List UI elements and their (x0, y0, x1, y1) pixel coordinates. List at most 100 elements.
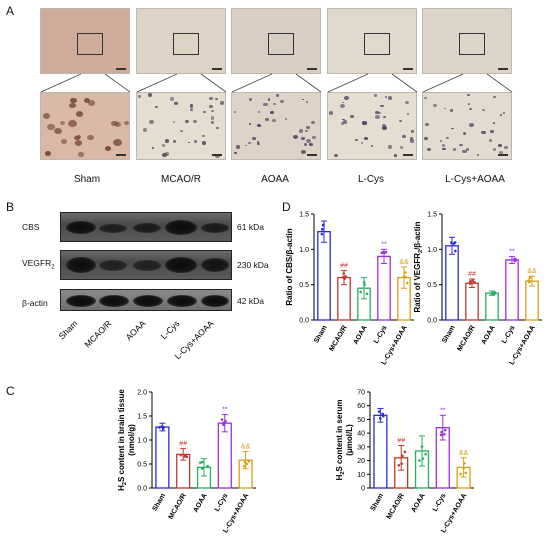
blot-label-cbs: CBS (22, 222, 40, 232)
data-point (400, 462, 403, 465)
x-tick-label: L-Cys (214, 492, 230, 512)
data-point (322, 223, 325, 227)
data-point (528, 276, 532, 280)
significance-mark: ## (397, 437, 405, 444)
y-tick-label: 2.0 (137, 390, 147, 397)
data-point (222, 423, 225, 427)
y-tick-label: 30 (357, 444, 365, 451)
data-point (403, 275, 407, 279)
data-point (183, 455, 187, 458)
data-point (471, 279, 474, 282)
data-point (418, 459, 421, 462)
data-point (365, 292, 369, 296)
bar-aoaa (485, 292, 499, 321)
data-point (528, 280, 531, 284)
bar-sham (373, 414, 388, 489)
x-tick-label: Sham (152, 493, 168, 513)
x-tick-label: L-Cys (432, 492, 448, 512)
data-point (242, 464, 246, 468)
blot-kda-cbs: 61 kDa (237, 222, 264, 232)
data-point (362, 281, 366, 284)
data-point (397, 464, 401, 467)
blot-kda-vegfr2: 230 kDa (237, 260, 269, 270)
group-label-lcysaoaa: L-Cys+AOAA (445, 174, 505, 185)
y-tick-label: 1.5 (427, 212, 437, 219)
panel-letter-d: D (282, 200, 291, 214)
y-tick-label: 0.0 (299, 318, 309, 325)
data-point (513, 259, 517, 263)
x-tick-label: L-Cys (501, 324, 517, 344)
x-tick-label: AOAA (192, 493, 208, 514)
x-tick-label: Sham (370, 493, 386, 513)
data-point (463, 461, 466, 465)
data-point (224, 419, 227, 423)
data-point (462, 466, 466, 470)
significance-mark: ## (468, 271, 476, 278)
data-point (378, 417, 382, 420)
y-axis-label: Ratio of VEGFR2/β-actin (413, 221, 424, 312)
data-point (468, 282, 472, 285)
data-point (404, 271, 407, 274)
y-tick-label: 20 (357, 458, 365, 465)
y-tick-label: 1.5 (299, 212, 309, 219)
data-point (359, 290, 362, 294)
blot-strip-actin (60, 289, 232, 311)
micrograph-high-0 (40, 92, 130, 160)
data-point (468, 280, 472, 283)
x-tick-label: AOAA (480, 325, 496, 346)
y-axis-unit: (nmol/g) (127, 424, 136, 456)
data-point (490, 293, 494, 296)
data-point (320, 228, 324, 231)
data-point (377, 410, 381, 413)
data-point (343, 277, 346, 280)
x-tick-label: MCAO/R (328, 325, 348, 353)
significance-mark: ## (340, 263, 348, 270)
group-label-sham: Sham (73, 174, 101, 185)
panel-letter-b: B (6, 200, 15, 214)
data-point (459, 472, 462, 476)
y-axis-label: Ratio of CBS/β-actin (285, 228, 294, 305)
data-point (363, 283, 366, 287)
x-tick-label: Sham (441, 325, 457, 345)
bar-mcao-r (465, 282, 479, 321)
micrograph-low-1 (136, 8, 226, 74)
data-point (320, 232, 324, 236)
group-label-lcys: L-Cys (357, 174, 385, 185)
micrograph-high-1 (136, 92, 226, 160)
x-tick-label: Sham (313, 325, 329, 345)
blot-label-vegfr2: VEGFR2 (22, 258, 55, 271)
micrograph-high-2 (231, 92, 321, 160)
data-point (342, 272, 345, 275)
blot-strip-vegfr2 (60, 250, 232, 280)
significance-mark: ** (440, 407, 446, 414)
y-tick-label: 1.0 (137, 438, 147, 445)
data-point (243, 460, 247, 464)
bar-sham (317, 231, 331, 321)
y-axis-label: H2S content in brain tissue (117, 389, 128, 491)
data-point (420, 445, 424, 448)
significance-mark: ** (381, 241, 387, 248)
micrograph-low-3 (327, 8, 417, 74)
data-point (198, 461, 202, 464)
data-point (382, 414, 385, 418)
data-point (403, 450, 407, 454)
x-tick-label: AOAA (352, 325, 368, 346)
data-point (453, 241, 457, 244)
data-point (464, 471, 468, 475)
micrograph-low-2 (231, 8, 321, 74)
y-tick-label: 50 (357, 417, 365, 424)
lane-label-sham: Sham (57, 318, 80, 341)
chart-h2s-serum: 0 10 20 30 40 50 60 70 Sham ## MCAO/R AOAA ** L-Cys &&… (335, 390, 474, 534)
significance-mark: && (527, 268, 537, 275)
data-point (493, 291, 497, 295)
data-point (185, 455, 189, 459)
blot-label-actin: β-actin (22, 298, 48, 308)
y-tick-label: 70 (357, 390, 365, 397)
data-point (245, 462, 248, 466)
data-point (179, 453, 183, 457)
data-point (421, 457, 425, 460)
panel-letter-a: A (6, 4, 15, 18)
x-tick-label: L-Cys (373, 324, 389, 344)
y-tick-label: 40 (357, 431, 365, 438)
